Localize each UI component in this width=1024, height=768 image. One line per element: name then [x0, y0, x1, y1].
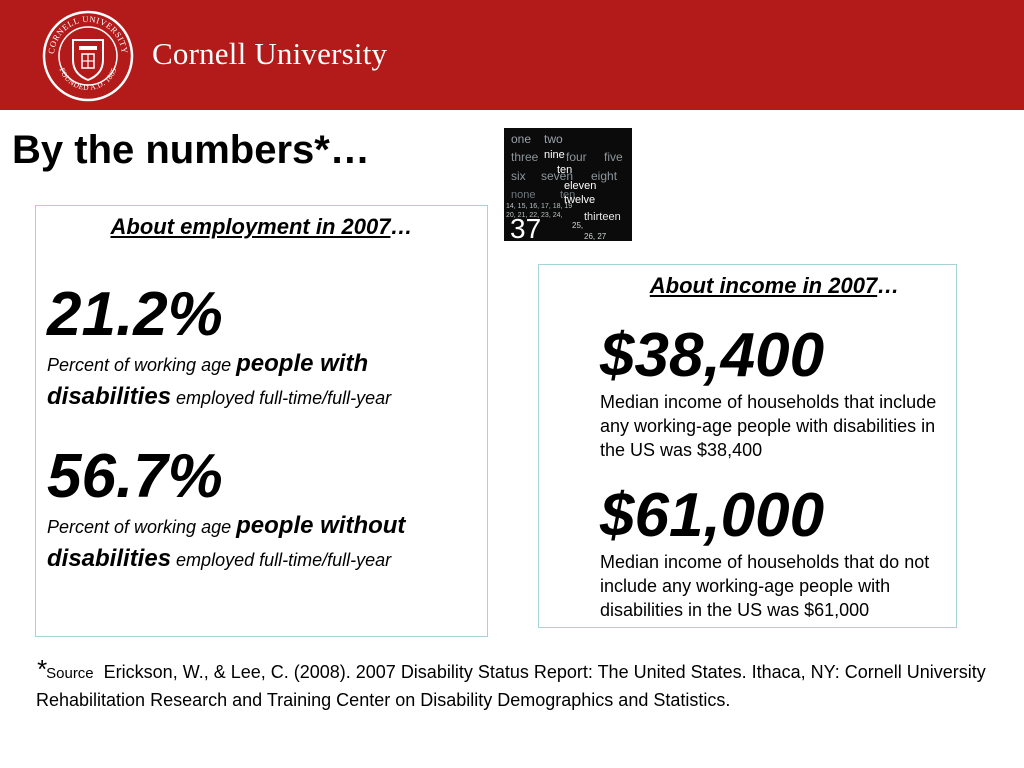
income-heading-ellipsis: …: [877, 273, 900, 298]
cornell-seal-logo: CORNELL UNIVERSITY FOUNDED A.D. 1865: [42, 10, 134, 102]
svg-text:eleven: eleven: [564, 180, 596, 192]
employment-desc-with-disabilities: Percent of working age people with disab…: [47, 350, 392, 410]
income-panel: About income in 2007… $38,400 Median inc…: [538, 264, 957, 628]
income-desc-without-disabilities: Median income of households that do not …: [600, 552, 930, 620]
employment-stat-with-disabilities: 21.2%: [47, 280, 223, 349]
source-label: Source: [46, 665, 94, 682]
employment-heading: About employment in 2007…: [36, 214, 487, 240]
svg-text:twelve: twelve: [564, 194, 595, 206]
source-citation: *Source Erickson, W., & Lee, C. (2008). …: [36, 656, 996, 713]
emphasis-with-disabilities: people with disabilities: [47, 350, 369, 410]
svg-text:nine: nine: [544, 149, 565, 161]
brand-name: Cornell University: [152, 36, 388, 71]
employment-heading-text: About employment in 2007: [110, 214, 391, 239]
svg-text:one two: one two: [511, 132, 563, 146]
svg-text:26, 27: 26, 27: [584, 232, 607, 241]
svg-text:three four five: three four five: [511, 150, 623, 164]
svg-text:37: 37: [510, 213, 541, 241]
income-heading: About income in 2007…: [539, 273, 956, 299]
employment-panel: About employment in 2007… 21.2% Percent …: [35, 205, 488, 637]
svg-text:ten: ten: [557, 164, 572, 176]
employment-heading-ellipsis: …: [390, 214, 413, 239]
employment-desc-without-disabilities: Percent of working age people without di…: [47, 512, 406, 572]
svg-text:25,: 25,: [572, 221, 583, 230]
income-stat-with-disabilities: $38,400: [600, 321, 825, 390]
svg-text:20, 21, 22, 23, 24,: 20, 21, 22, 23, 24,: [506, 212, 562, 219]
svg-text:six seven eight: six seven eight: [511, 169, 618, 183]
employment-stat-without-disabilities: 56.7%: [47, 442, 223, 511]
svg-text:none ten: none ten: [511, 189, 575, 201]
income-desc-with-disabilities: Median income of households that include…: [600, 392, 937, 460]
svg-text:thirteen: thirteen: [584, 211, 621, 223]
income-stat-without-disabilities: $61,000: [600, 481, 825, 550]
emphasis-without-disabilities: people without disabilities: [47, 512, 406, 572]
numbers-word-cloud-image: one two nine three four five ten six sev…: [504, 128, 632, 241]
page-title: By the numbers*…: [12, 128, 370, 172]
svg-text:14, 15, 16, 17, 18, 19: 14, 15, 16, 17, 18, 19: [506, 203, 572, 210]
footnote-asterisk: *: [36, 654, 47, 684]
citation-text: Erickson, W., & Lee, C. (2008). 2007 Dis…: [36, 662, 986, 710]
income-heading-text: About income in 2007: [649, 273, 878, 298]
header-bar: CORNELL UNIVERSITY FOUNDED A.D. 1865 Cor…: [0, 0, 1024, 110]
